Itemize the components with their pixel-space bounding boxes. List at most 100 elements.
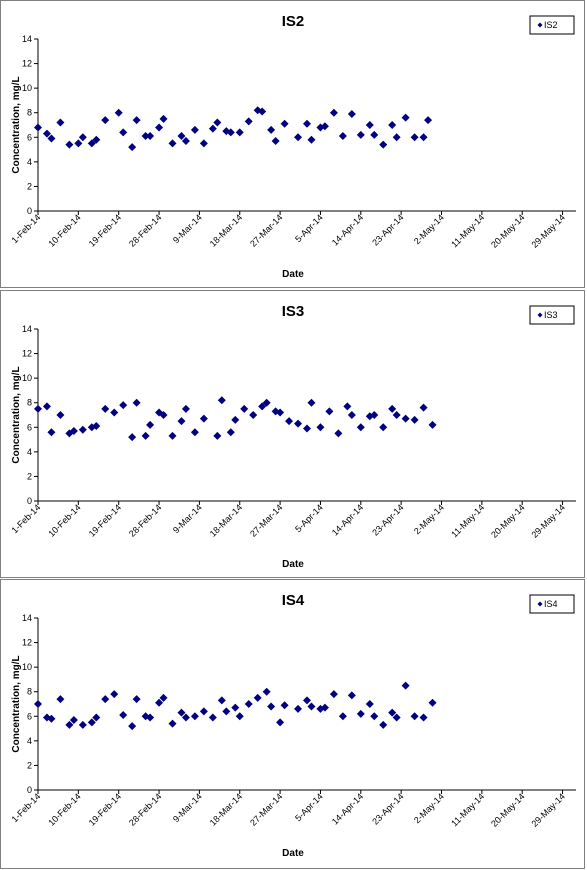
data-point [294, 419, 303, 428]
data-point [213, 431, 222, 440]
chart-is4: IS4 0 2 4 6 8 10 12 14 1-Feb-14 10-Feb-14 19-Feb-14… [10, 592, 576, 859]
data-point [128, 143, 137, 152]
data-point [101, 116, 110, 125]
data-point [181, 713, 190, 722]
y-tick-label: 6 [27, 132, 32, 142]
data-point [276, 408, 285, 417]
data-point [65, 720, 74, 729]
x-tick-label: 29-May-14 [529, 502, 566, 539]
data-point [42, 402, 51, 411]
y-axis-label: Concentration, mg/L [11, 655, 22, 752]
data-point [181, 404, 190, 413]
data-point [87, 423, 96, 432]
legend-marker [537, 22, 543, 28]
data-point [365, 121, 374, 129]
data-point [258, 107, 267, 116]
x-tick-label: 28-Feb-14 [127, 502, 163, 538]
data-point [267, 702, 276, 711]
x-tick-label: 9-Mar-14 [171, 502, 204, 535]
x-axis-label: Date [282, 848, 304, 859]
x-tick-label: 20-May-14 [489, 212, 526, 249]
legend: IS4 [529, 594, 575, 614]
data-point [155, 698, 164, 707]
x-axis-label: Date [282, 559, 304, 570]
y-tick-label: 4 [27, 157, 32, 167]
data-point [199, 707, 208, 716]
legend-box [529, 594, 575, 614]
data-point [276, 718, 285, 727]
data-point [168, 139, 177, 148]
data-point [428, 698, 437, 707]
y-tick-label: 2 [27, 181, 32, 191]
legend-label: IS2 [544, 20, 558, 30]
data-point [141, 132, 150, 141]
data-point [155, 123, 164, 132]
data-point [34, 404, 42, 413]
data-point [213, 118, 222, 127]
data-point [410, 712, 419, 721]
x-tick-label: 2-May-14 [412, 212, 446, 246]
data-point [235, 128, 244, 137]
data-point [356, 130, 365, 139]
x-tick-label: 19-Feb-14 [87, 502, 123, 538]
data-point [347, 411, 356, 419]
data-point [181, 136, 190, 145]
data-point [240, 404, 249, 413]
y-tick-label: 0 [27, 496, 32, 506]
data-point [262, 398, 271, 407]
data-point [338, 712, 347, 721]
data-point [303, 696, 311, 705]
data-point [253, 693, 262, 702]
data-point [280, 119, 289, 128]
data-point [132, 695, 141, 704]
x-tick-label: 20-May-14 [489, 791, 526, 828]
x-tick-label: 10-Feb-14 [46, 212, 82, 248]
x-tick-label: 9-Mar-14 [171, 212, 204, 245]
data-point [401, 681, 410, 690]
data-point [87, 718, 96, 727]
data-point [320, 122, 329, 131]
data-point [65, 140, 74, 149]
y-axis-label: Concentration, mg/L [11, 366, 22, 463]
y-tick-label: 12 [22, 638, 32, 648]
data-point [146, 713, 155, 722]
data-point [392, 411, 401, 419]
data-point [177, 417, 186, 426]
y-tick-label: 12 [22, 349, 32, 359]
data-point [110, 408, 119, 417]
data-point [388, 404, 397, 413]
data-point [307, 702, 316, 711]
data-point [280, 701, 289, 710]
data-point [114, 108, 123, 117]
legend-label: IS4 [544, 599, 558, 609]
data-point [271, 136, 280, 145]
data-point [424, 116, 433, 125]
data-point [303, 119, 311, 128]
data-point [401, 113, 410, 122]
data-point [69, 715, 78, 724]
chart-is2: IS2 0 2 4 6 8 10 12 14 1-Feb-14 10-Feb-14 19-Feb-14… [10, 13, 576, 280]
x-tick-label: 19-Feb-14 [87, 791, 123, 827]
data-point [347, 691, 356, 700]
y-axis-label: Concentration, mg/L [11, 76, 22, 173]
legend-box [529, 305, 575, 325]
data-point [294, 704, 303, 713]
data-point [388, 121, 397, 129]
x-tick-label: 10-Feb-14 [46, 502, 82, 538]
y-tick-label: 6 [27, 422, 32, 432]
x-tick-label: 2-May-14 [412, 791, 446, 825]
data-point [307, 135, 316, 144]
data-point [419, 403, 428, 412]
data-point [146, 132, 155, 141]
y-tick-label: 12 [22, 59, 32, 69]
data-point [34, 123, 42, 132]
x-tick-label: 11-May-14 [449, 791, 486, 828]
data-point [56, 695, 65, 704]
data-point [365, 700, 374, 708]
legend-label: IS3 [544, 310, 558, 320]
y-tick-label: 10 [22, 662, 32, 672]
data-point [92, 135, 101, 144]
x-tick-label: 9-Mar-14 [171, 791, 204, 824]
data-point [146, 420, 155, 429]
data-point [141, 431, 150, 440]
